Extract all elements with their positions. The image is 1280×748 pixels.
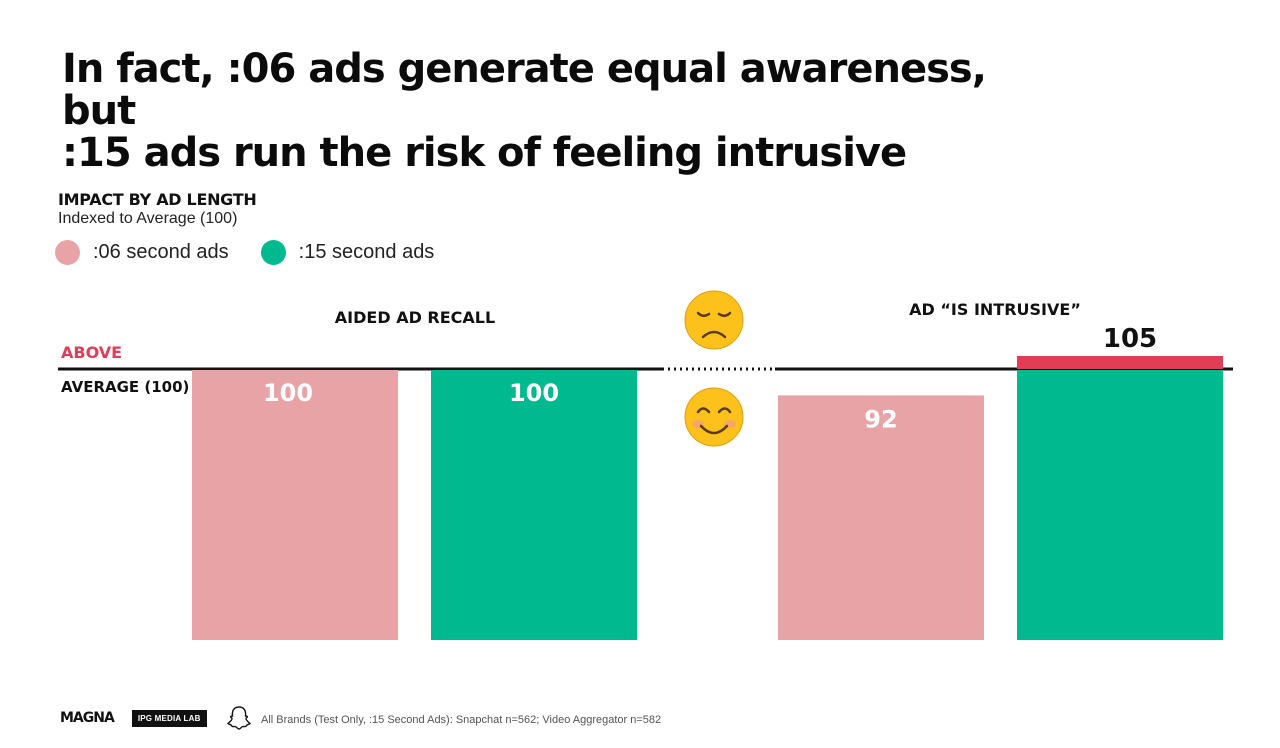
- bar-recall-06: [192, 370, 398, 640]
- value-label: 92: [864, 405, 897, 433]
- above-label: ABOVE: [61, 343, 122, 362]
- frowning-face-icon: [684, 290, 744, 350]
- value-label: 105: [1103, 324, 1157, 354]
- title-line-1: In fact, :06 ads generate equal awarenes…: [62, 46, 987, 134]
- page-title: In fact, :06 ads generate equal awarenes…: [62, 48, 1062, 174]
- ipg-media-lab-logo: IPG MEDIA LAB: [131, 709, 207, 727]
- value-label: 100: [509, 379, 559, 407]
- legend-item-06: :06 second ads: [55, 240, 229, 265]
- legend: :06 second ads :15 second ads: [55, 240, 466, 265]
- bar-chart: ABOVE AVERAGE (100) AIDED AD RECALL AD “…: [58, 290, 1233, 640]
- title-line-2: :15 ads run the risk of feeling intrusiv…: [62, 130, 907, 176]
- smiling-face-icon: [684, 387, 744, 447]
- chart-subheading: Indexed to Average (100): [58, 210, 238, 227]
- average-label: AVERAGE (100): [61, 378, 189, 396]
- legend-swatch-15: [260, 240, 286, 265]
- value-label: 100: [263, 379, 313, 407]
- bars-layer: 100 100 92 105: [192, 324, 1223, 640]
- legend-swatch-06: [55, 240, 80, 265]
- bar-recall-15: [431, 370, 637, 640]
- legend-item-15: :15 second ads: [260, 240, 435, 265]
- group-label-intrusive: AD “IS INTRUSIVE”: [909, 300, 1081, 319]
- chart-heading: IMPACT BY AD LENGTH: [58, 190, 257, 209]
- bar-above-average-segment: [1017, 356, 1223, 369]
- magna-logo: MAGNA: [60, 710, 115, 726]
- footnote: All Brands (Test Only, :15 Second Ads): …: [261, 714, 662, 726]
- footer-logos: MAGNA IPG MEDIA LAB: [60, 704, 253, 732]
- group-label-recall: AIDED AD RECALL: [335, 308, 495, 327]
- legend-label-15: :15 second ads: [298, 241, 435, 263]
- legend-label-06: :06 second ads: [93, 241, 229, 263]
- bar-intrusive-06: [778, 395, 984, 640]
- bar-intrusive-15: [1017, 370, 1223, 640]
- snapchat-ghost-icon: [226, 706, 251, 730]
